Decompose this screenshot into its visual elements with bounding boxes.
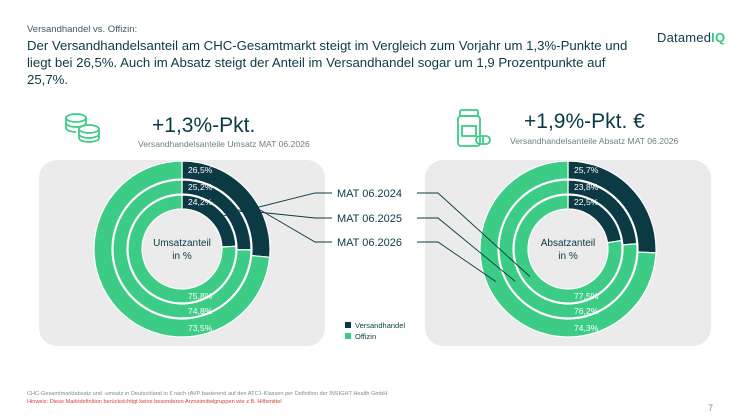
ring-connector-right	[417, 217, 516, 282]
versandhandel-label: 23,8%	[574, 182, 599, 192]
center-label-unit: in %	[172, 251, 192, 262]
ring-legend-label: MAT 06.2026	[337, 237, 402, 249]
coins-icon	[65, 113, 100, 143]
center-label: Absatzanteil	[541, 238, 595, 249]
offizin-label: 77,5%	[574, 291, 599, 301]
versandhandel-label: 26,5%	[188, 165, 213, 175]
ring-legend-label: MAT 06.2024	[337, 188, 402, 200]
offizin-segment	[498, 179, 638, 319]
offizin-label: 74,3%	[574, 323, 599, 333]
center-label-unit: in %	[558, 251, 578, 262]
left-big-value: +1,3%-Pkt.	[152, 114, 256, 137]
ring-connector-left	[229, 208, 332, 219]
center-label: Umsatzanteil	[153, 238, 211, 249]
legend-swatch-offizin	[345, 333, 351, 339]
legend-swatch-versandhandel	[345, 322, 351, 328]
logo: DatamedIQ	[657, 30, 725, 45]
logo-main: Datamed	[657, 30, 712, 45]
right-subtitle: Versandhandelsanteile Absatz MAT 06.2026	[510, 136, 679, 146]
ring-connector-right	[417, 192, 531, 277]
offizin-segment	[479, 160, 657, 338]
ring-connector-left	[216, 192, 332, 218]
ring-connector-left	[244, 200, 332, 243]
logo-accent: IQ	[711, 30, 726, 45]
legend-label-versandhandel: Versandhandel	[355, 321, 405, 330]
hint-footnote: Hinweis: Diese Marktdefinition berücksic…	[27, 399, 282, 405]
versandhandel-label: 25,7%	[574, 165, 599, 175]
legend-label-offizin: Offizin	[355, 332, 376, 341]
offizin-label: 75,8%	[188, 291, 213, 301]
medicine-icon	[457, 109, 491, 147]
source-footnote: CHC-Gesamtmarktabsatz und -umsatz in Deu…	[27, 391, 388, 397]
offizin-segment	[93, 160, 271, 338]
right-big-value: +1,9%-Pkt. €	[524, 110, 645, 133]
offizin-segment	[112, 179, 252, 319]
offizin-label: 76,2%	[574, 306, 599, 316]
ring-connector-right	[417, 241, 497, 283]
left-subtitle: Versandhandelsanteile Umsatz MAT 06.2026	[138, 139, 310, 149]
offizin-segment	[127, 194, 237, 304]
ring-legend-label: MAT 06.2025	[337, 213, 402, 225]
versandhandel-label: 24,2%	[188, 197, 213, 207]
offizin-label: 74,8%	[188, 306, 213, 316]
kicker: Versandhandel vs. Offizin:	[27, 24, 138, 35]
versandhandel-label: 22,5%	[574, 197, 599, 207]
offizin-label: 73,5%	[188, 323, 213, 333]
page-number: 7	[708, 403, 714, 413]
offizin-segment	[513, 194, 623, 304]
headline: Der Versandhandelsanteil am CHC-Gesamtma…	[27, 38, 628, 87]
versandhandel-label: 25,2%	[188, 182, 213, 192]
